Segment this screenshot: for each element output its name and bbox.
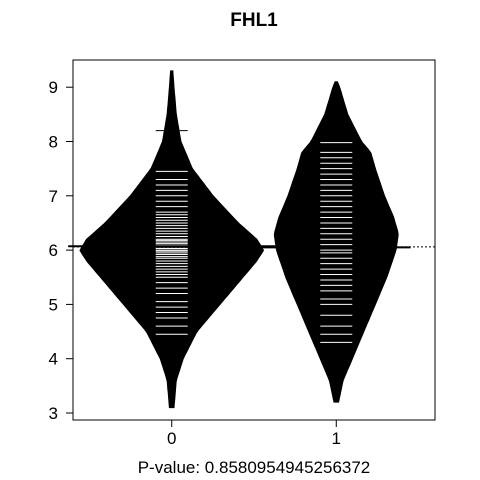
- y-tick-label-7: 7: [49, 187, 58, 206]
- y-axis: 3 4 5 6 7 8 9: [49, 78, 73, 423]
- y-tick-label-4: 4: [49, 350, 58, 369]
- x-tick-label-0: 0: [167, 429, 176, 448]
- y-tick-label-6: 6: [49, 241, 58, 260]
- bean-1: [262, 81, 411, 403]
- y-tick-label-8: 8: [49, 133, 58, 152]
- y-tick-label-3: 3: [49, 404, 58, 423]
- plot-frame: [72, 59, 436, 421]
- bean-density-1: [273, 81, 399, 403]
- y-tick-label-9: 9: [49, 78, 58, 97]
- bean-0: [68, 70, 276, 409]
- bean-group: [68, 70, 411, 409]
- x-tick-label-1: 1: [332, 429, 341, 448]
- y-tick-label-5: 5: [49, 295, 58, 314]
- chart-title: FHL1: [230, 10, 278, 31]
- x-axis-label: P-value: 0.8580954945256372: [138, 458, 371, 477]
